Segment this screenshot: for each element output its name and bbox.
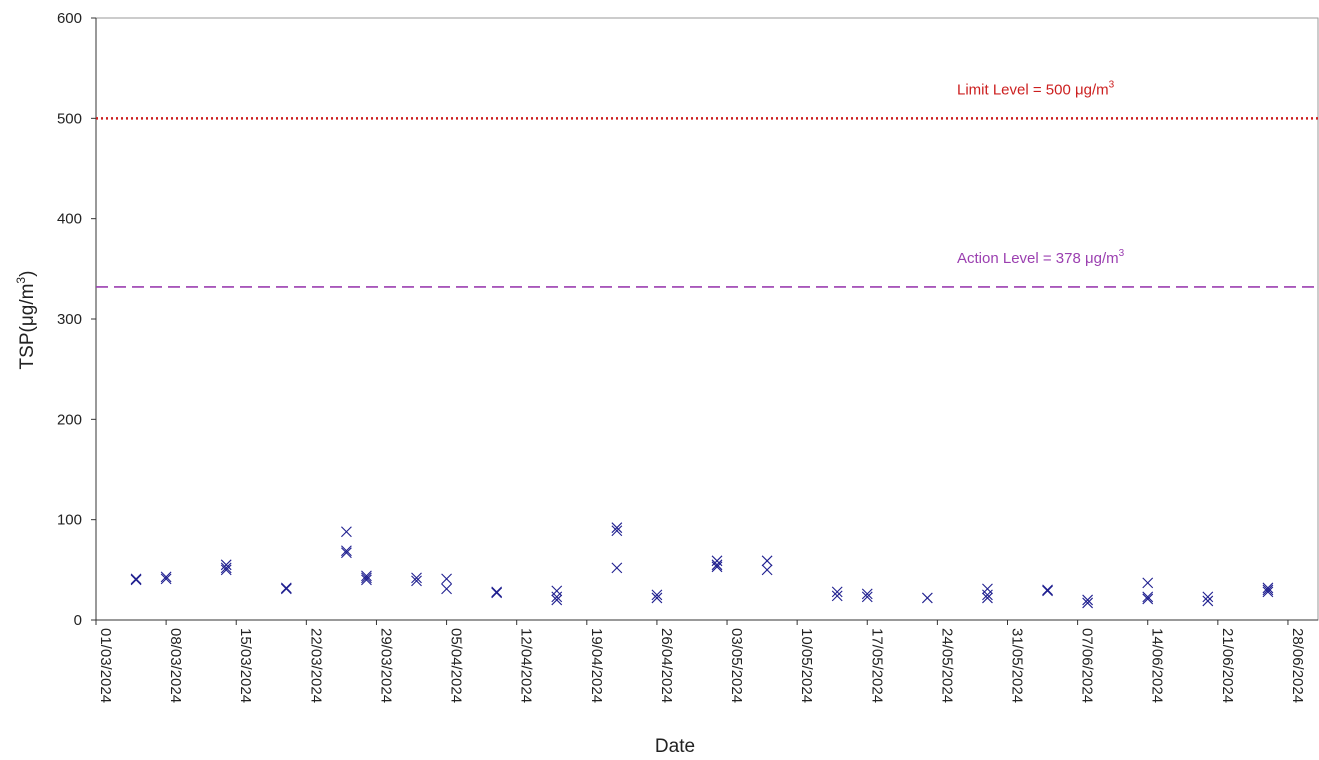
data-point (1143, 594, 1153, 604)
y-tick-label: 0 (74, 612, 82, 629)
data-points (131, 523, 1273, 608)
data-point (281, 583, 291, 593)
y-tick-label: 600 (57, 10, 82, 27)
x-tick-label: 14/06/2024 (1149, 628, 1166, 703)
data-point (492, 588, 502, 598)
y-tick-label: 400 (57, 211, 82, 228)
data-point (161, 572, 171, 582)
reference-label: Action Level = 378 μg/m3 (957, 248, 1125, 267)
x-tick-label: 12/04/2024 (518, 628, 535, 703)
x-tick-label: 22/03/2024 (307, 628, 324, 703)
data-point (442, 574, 452, 584)
y-axis-title-close: ) (17, 271, 38, 277)
x-axis-ticks: 01/03/2024 08/03/2024 15/03/2024 22/03/2024… (96, 620, 1306, 703)
data-point (341, 546, 351, 556)
plot-frame (96, 18, 1318, 620)
data-point (762, 556, 772, 566)
x-tick-label: 01/03/2024 (97, 628, 114, 703)
data-point (131, 574, 141, 584)
y-axis-title: TSP(μg/m3) (14, 271, 38, 370)
x-tick-label: 07/06/2024 (1079, 628, 1096, 703)
data-point (1043, 586, 1053, 596)
x-tick-label: 21/06/2024 (1219, 628, 1236, 703)
x-tick-label: 26/04/2024 (658, 628, 675, 703)
y-tick-label: 100 (57, 512, 82, 529)
data-point (1143, 592, 1153, 602)
y-axis-title-main: TSP(μg/m (17, 284, 38, 370)
x-tick-label: 03/05/2024 (728, 628, 745, 703)
x-tick-label: 17/05/2024 (868, 628, 885, 703)
x-tick-label: 10/05/2024 (798, 628, 815, 703)
data-point (1043, 585, 1053, 595)
x-tick-label: 19/04/2024 (588, 628, 605, 703)
data-point (612, 563, 622, 573)
reference-lines: Limit Level = 500 μg/m3 Action Level = 37… (96, 79, 1318, 287)
y-tick-label: 500 (57, 110, 82, 127)
data-point (221, 565, 231, 575)
x-tick-label: 31/05/2024 (1008, 628, 1025, 703)
data-point (161, 574, 171, 584)
x-tick-label: 15/03/2024 (237, 628, 254, 703)
x-tick-label: 05/04/2024 (448, 628, 465, 703)
x-tick-label: 28/06/2024 (1289, 628, 1306, 703)
data-point (922, 593, 932, 603)
x-tick-label: 24/05/2024 (938, 628, 955, 703)
data-point (552, 586, 562, 596)
data-point (281, 584, 291, 594)
y-axis-ticks: 0 100 200 300 400 500 600 (57, 10, 96, 629)
data-point (341, 548, 351, 558)
data-point (762, 565, 772, 575)
data-point (982, 584, 992, 594)
data-point (341, 527, 351, 537)
x-tick-label: 29/03/2024 (377, 628, 394, 703)
data-point (361, 573, 371, 583)
x-tick-label: 08/03/2024 (167, 628, 184, 703)
data-point (1263, 585, 1273, 595)
data-point (131, 575, 141, 585)
plot-area (96, 18, 1318, 620)
data-point (442, 584, 452, 594)
data-point (1143, 578, 1153, 588)
data-point (492, 587, 502, 597)
data-point (712, 562, 722, 572)
y-tick-label: 200 (57, 411, 82, 428)
x-axis-title: Date (655, 736, 695, 757)
reference-label: Limit Level = 500 μg/m3 (957, 79, 1115, 98)
y-tick-label: 300 (57, 311, 82, 328)
